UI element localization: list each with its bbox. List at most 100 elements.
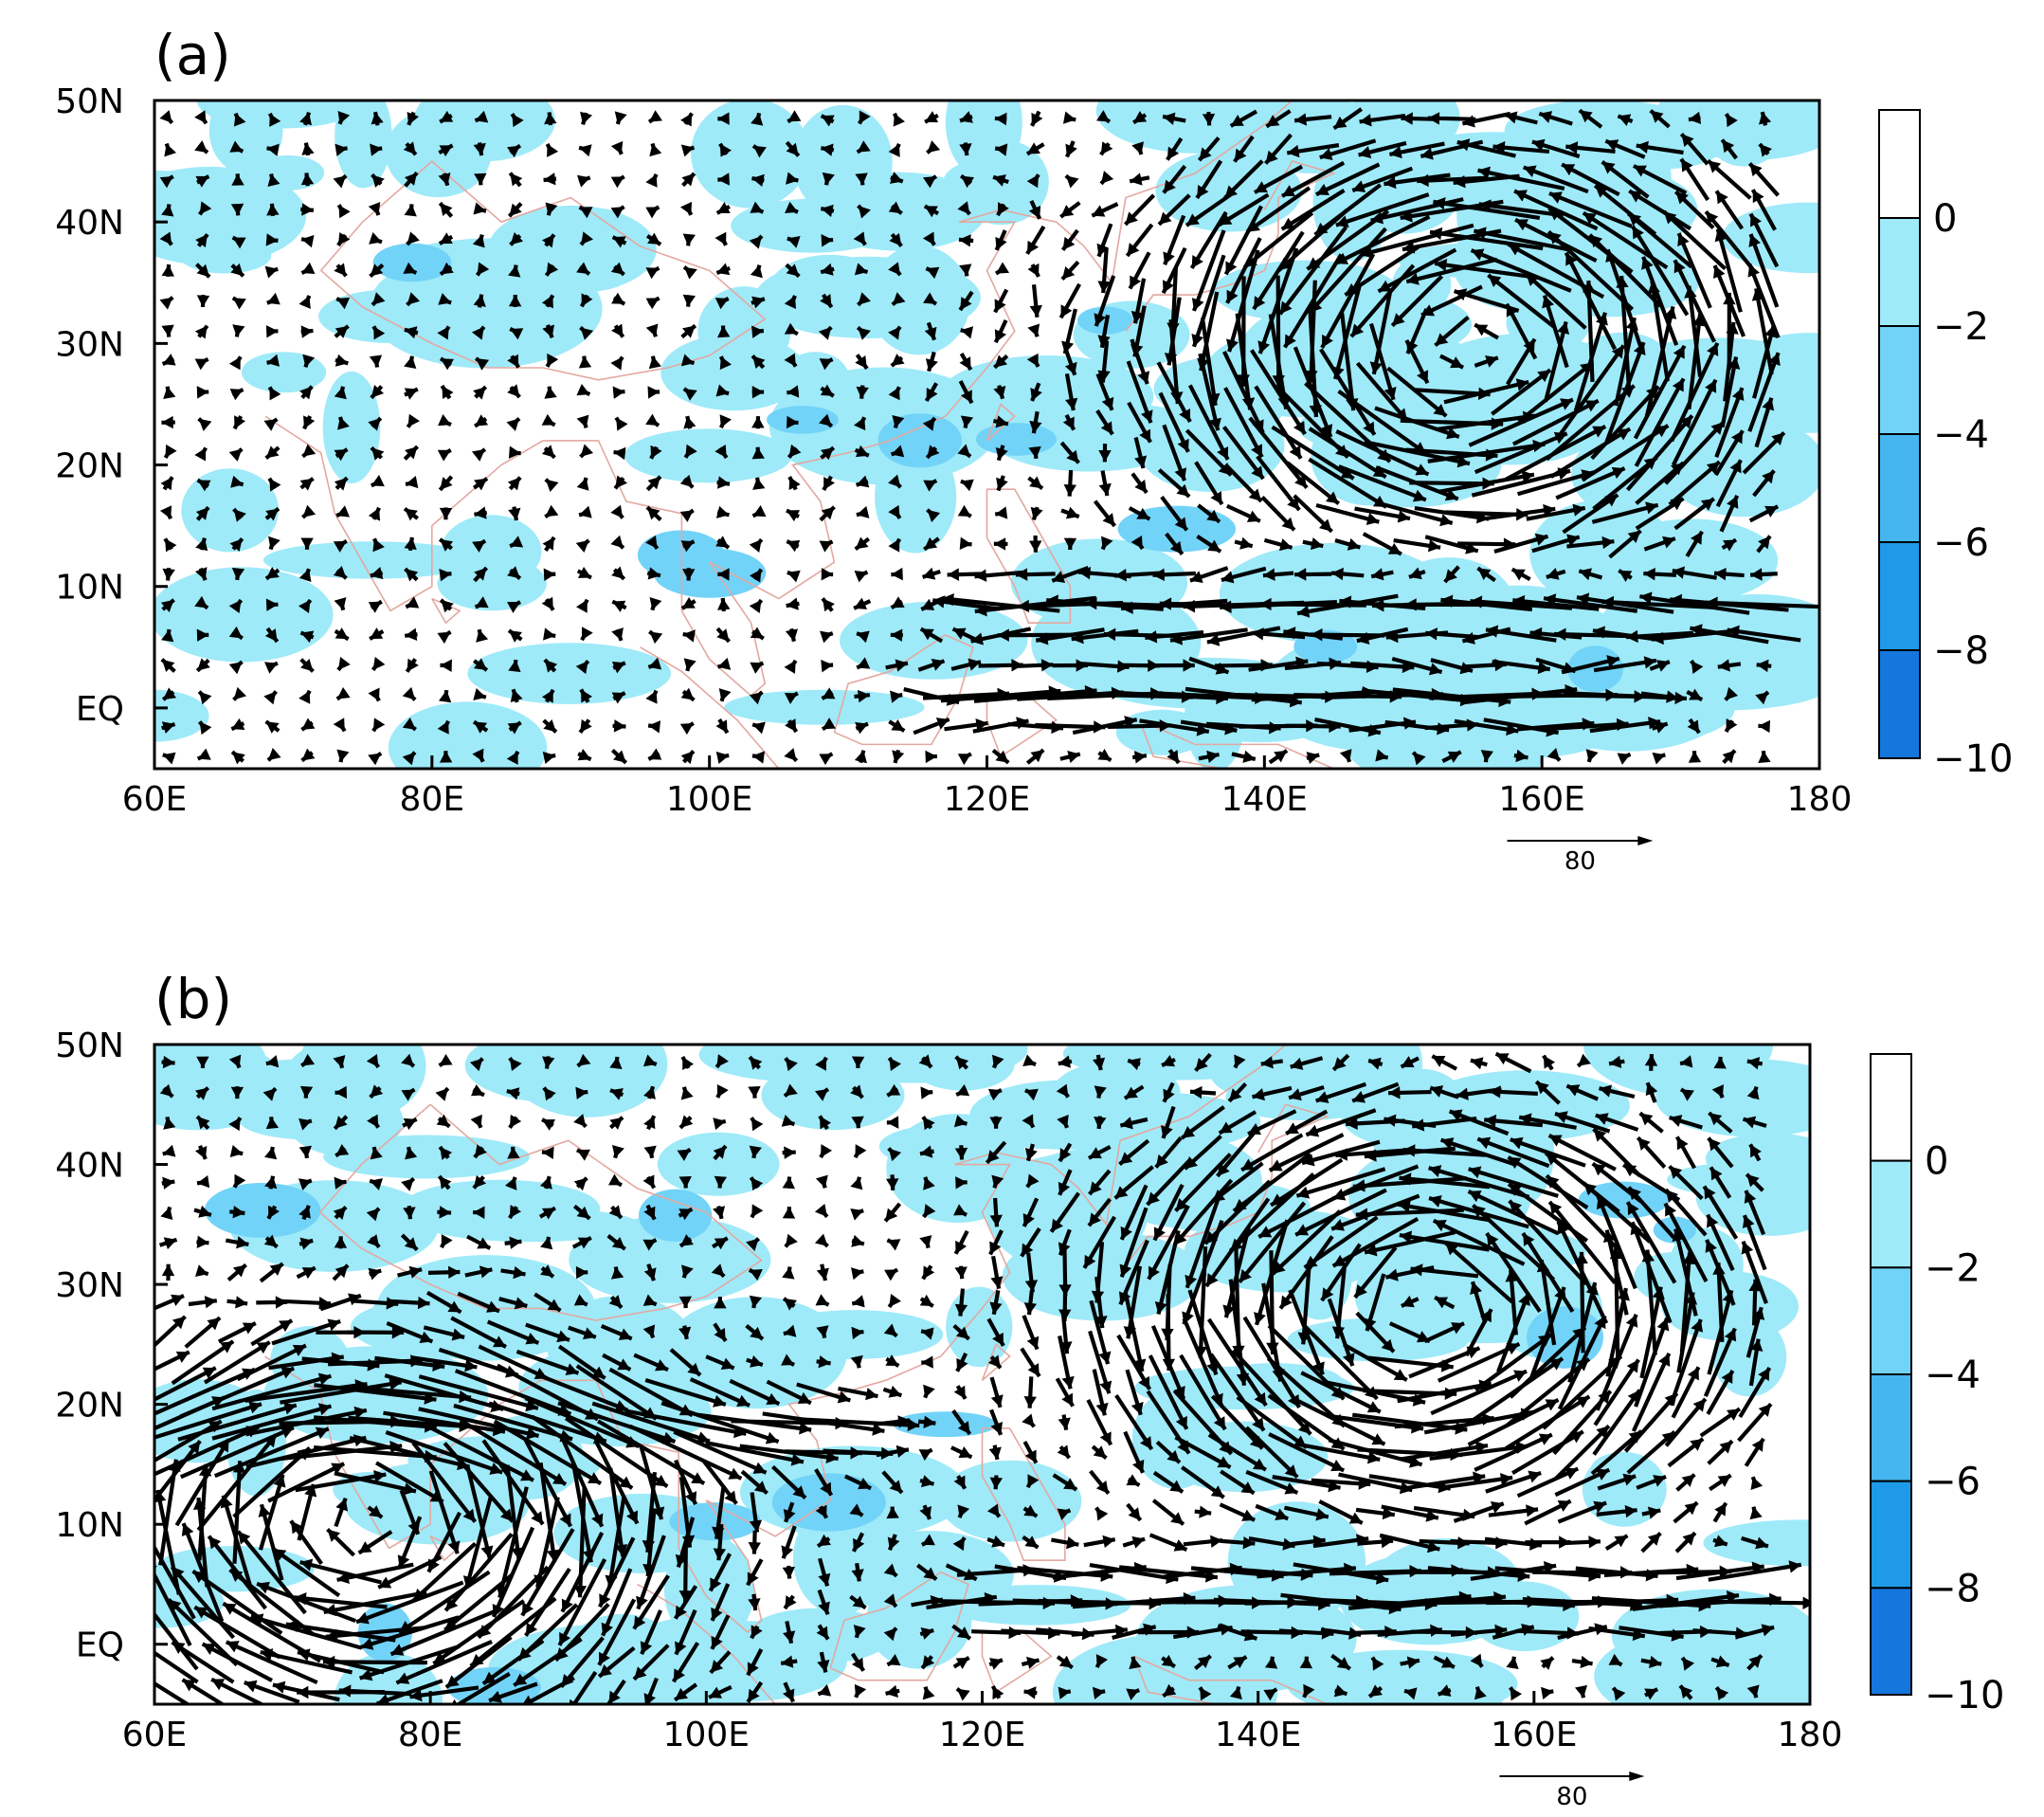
wind-vector-head [1451, 1322, 1465, 1335]
wind-vector-head [1154, 1301, 1167, 1315]
wind-vector-head [404, 355, 417, 369]
wind-vector-head [579, 505, 592, 518]
wind-vector [1423, 1409, 1534, 1435]
wind-vector-head [1440, 594, 1454, 608]
colorbar-label: −4 [1933, 413, 1989, 457]
wind-vector [1340, 312, 1356, 411]
wind-vector-head [300, 173, 315, 186]
wind-vector-head [559, 1429, 573, 1443]
wind-vector-head [814, 1204, 827, 1217]
wind-vector-head [1213, 1416, 1225, 1430]
wind-vector-head [786, 597, 799, 610]
wind-vector-head [1100, 421, 1112, 435]
wind-vector-head [920, 1086, 933, 1099]
wind-vector-head [1125, 211, 1138, 225]
wind-vector [1478, 202, 1565, 218]
colorbar: 0−2−4−6−8−10 [1870, 1053, 2004, 1717]
wind-vector-head [541, 234, 554, 248]
wind-vector [1633, 344, 1687, 440]
wind-vector-head [1066, 449, 1079, 463]
wind-vector-head [547, 1299, 561, 1311]
wind-vector [1254, 385, 1303, 460]
contour-blob [1695, 1159, 1810, 1236]
wind-vector-head [1484, 1114, 1497, 1128]
wind-vector-head [438, 293, 452, 305]
wind-vector [705, 1441, 805, 1464]
wind-vector-head [1626, 629, 1638, 644]
wind-vector-head [204, 1296, 217, 1309]
wind-vector-head [511, 1547, 524, 1560]
wind-vector [294, 1595, 388, 1609]
y-tick-label: 40N [55, 204, 124, 243]
wind-vector-head [883, 1627, 896, 1642]
wind-vector-head [439, 507, 453, 520]
wind-vector-head [1028, 445, 1041, 459]
y-tick-label: 10N [55, 1506, 124, 1545]
wind-vector [177, 1403, 298, 1442]
wind-vector-head [1372, 1657, 1384, 1671]
wind-vector-head [1468, 1166, 1482, 1179]
wind-vector-head [716, 628, 730, 642]
wind-vector-head [715, 751, 730, 765]
wind-vector [597, 1598, 637, 1666]
wind-vector-head [1161, 1328, 1174, 1341]
wind-vector-head [540, 1236, 553, 1250]
wind-vector-head [642, 1564, 656, 1576]
wind-vector-head [1023, 1302, 1038, 1316]
wind-vector-head [541, 295, 553, 309]
wind-vector-head [1510, 1687, 1523, 1701]
wind-vector-head [610, 176, 624, 189]
wind-vector-head [784, 1298, 797, 1311]
wind-vector-head [327, 1529, 341, 1542]
wind-vector-head [1232, 1345, 1245, 1358]
wind-vector-head [815, 1088, 828, 1101]
wind-vector-head [299, 478, 314, 491]
wind-vector-head [265, 445, 280, 459]
wind-vector [1510, 1137, 1586, 1168]
wind-vector-head [1114, 1624, 1128, 1638]
wind-vector-head [1140, 409, 1153, 424]
wind-vector-head [1537, 370, 1551, 383]
wind-vector [196, 1433, 279, 1532]
wind-vector-head [922, 1686, 935, 1700]
wind-vector-head [194, 1607, 208, 1619]
wind-vector [154, 1571, 192, 1646]
wind-vector-head [819, 413, 832, 427]
y-tick-label: 10N [55, 569, 124, 608]
wind-vector [1474, 431, 1568, 475]
wind-vector-head [815, 1057, 826, 1071]
wind-vector-head [1666, 690, 1679, 703]
wind-vector-head [581, 689, 593, 703]
contour-blob [653, 548, 767, 598]
contour-blob [1345, 700, 1530, 769]
wind-vector-head [1392, 313, 1405, 326]
wind-vector-head [927, 509, 941, 523]
wind-vector-head [601, 1622, 614, 1636]
wind-vector-head [1478, 199, 1492, 212]
wind-vector [1126, 1265, 1143, 1339]
wind-vector [245, 1435, 367, 1469]
wind-vector-head [818, 1683, 832, 1697]
wind-vector-head [920, 1475, 934, 1488]
wind-vector-head [1152, 568, 1166, 582]
wind-vector-head [1435, 333, 1449, 346]
wind-vector-head [990, 1421, 1003, 1435]
wind-vector-head [161, 415, 173, 429]
wind-vector-head [1058, 1055, 1071, 1068]
wind-vector-head [1207, 392, 1221, 406]
wind-vector [338, 1688, 412, 1697]
wind-vector-head [1126, 1474, 1140, 1486]
wind-vector-head [504, 1176, 517, 1190]
wind-vector-head [952, 627, 967, 640]
wind-vector [389, 1608, 498, 1657]
x-tick-label: 140E [1221, 780, 1308, 819]
wind-vector [1592, 1389, 1642, 1456]
wind-vector-head [1022, 1413, 1035, 1427]
wind-vector-head [682, 294, 696, 307]
wind-vector-head [1578, 1053, 1591, 1066]
wind-vector-head [648, 748, 662, 760]
wind-vector [232, 1446, 312, 1518]
wind-vector-head [1721, 1371, 1733, 1385]
wind-vector-head [1459, 662, 1474, 675]
wind-vector-head [1219, 1121, 1233, 1134]
